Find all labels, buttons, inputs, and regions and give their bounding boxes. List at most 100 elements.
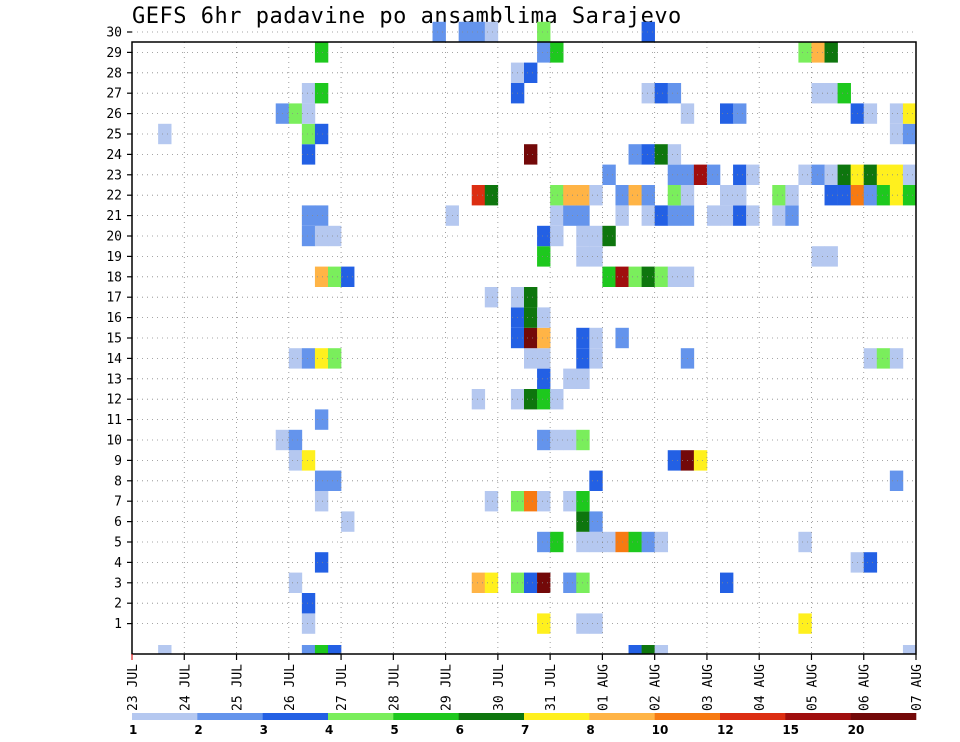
heat-cell [667, 164, 682, 185]
heat-cell [628, 531, 642, 553]
heat-cell [537, 572, 551, 593]
legend-swatch [328, 713, 394, 720]
heat-cell [589, 246, 603, 267]
heat-cell [563, 491, 577, 512]
heat-cell [524, 491, 538, 512]
heat-cell [837, 164, 851, 185]
heat-cell [550, 389, 564, 410]
heat-cell [314, 552, 329, 573]
x-tick-label: 03 AUG [701, 664, 716, 711]
heat-cell [641, 185, 655, 206]
heat-cell [889, 103, 904, 124]
heat-cell [733, 164, 747, 185]
heat-cell [484, 491, 499, 512]
heat-cell [602, 225, 616, 247]
y-tick-label: 24 [106, 148, 122, 163]
heat-cell [158, 123, 172, 145]
heat-cell [328, 645, 342, 654]
x-tick-label: 30 JUL [492, 664, 507, 711]
heat-cell [641, 144, 655, 165]
heat-cell [537, 429, 551, 451]
heat-cell [524, 144, 538, 165]
heat-cell [537, 327, 551, 349]
heat-cell [772, 205, 786, 226]
heat-cell [798, 531, 812, 553]
heat-cell [484, 287, 499, 308]
heat-cell [537, 531, 551, 553]
heat-cell [641, 531, 655, 553]
y-tick-label: 28 [106, 66, 122, 81]
heat-cell [837, 185, 851, 206]
heat-cell [537, 246, 551, 267]
heat-cell [654, 83, 669, 104]
legend-swatch [785, 713, 851, 720]
y-tick-label: 1 [114, 617, 122, 632]
heat-cell [301, 144, 316, 165]
heat-cell [524, 62, 538, 83]
heat-cell [314, 470, 329, 491]
heat-cell [301, 348, 316, 369]
heat-cell [602, 266, 616, 287]
y-tick-label: 20 [106, 230, 122, 245]
y-tick-label: 16 [106, 311, 122, 326]
y-tick-label: 5 [114, 536, 122, 551]
x-tick-label: 23 JUL [126, 664, 141, 711]
heat-cell [628, 185, 642, 206]
legend-label: 12 [717, 723, 734, 737]
heat-cell [693, 164, 708, 185]
heat-cell [824, 164, 838, 185]
legend-label: 6 [456, 723, 464, 737]
heat-cell [563, 429, 577, 451]
heat-cell [824, 185, 838, 206]
heat-cell [654, 205, 669, 226]
heat-cell [301, 123, 316, 145]
x-tick-label: 26 JUL [283, 664, 298, 711]
heat-cell [720, 572, 734, 593]
x-tick-label: 02 AUG [649, 664, 664, 711]
heat-cell [902, 123, 917, 145]
heat-cell [667, 205, 682, 226]
heat-cell [524, 572, 538, 593]
heat-cell [301, 225, 316, 247]
heat-cell [550, 531, 564, 553]
heat-cell [654, 266, 669, 287]
heat-cell [328, 348, 342, 369]
x-tick-label: 29 JUL [440, 664, 455, 711]
y-tick-label: 7 [114, 495, 122, 510]
heat-cell [537, 613, 551, 634]
y-tick-label: 15 [106, 332, 122, 347]
heat-cell [824, 83, 838, 104]
heat-cell [889, 470, 904, 491]
heat-cell [484, 21, 499, 43]
heat-cell [314, 123, 329, 145]
heat-cell [693, 450, 708, 471]
y-tick-label: 29 [106, 46, 122, 61]
heat-cell [563, 368, 577, 389]
heat-cell [798, 42, 812, 63]
heat-cell [432, 21, 446, 43]
heat-cell [328, 266, 342, 287]
y-tick-label: 10 [106, 434, 122, 449]
heat-cell [876, 164, 891, 185]
y-tick-label: 11 [106, 413, 122, 428]
heat-cell [667, 83, 682, 104]
heat-cell [811, 42, 825, 63]
heat-cell [328, 470, 342, 491]
y-tick-label: 3 [114, 576, 122, 591]
heat-cell [824, 42, 838, 63]
heat-cell [524, 307, 538, 328]
heat-cell [667, 185, 682, 206]
heat-cell [158, 645, 172, 654]
heat-cell [902, 645, 917, 654]
heat-cell [628, 144, 642, 165]
heat-cell [772, 185, 786, 206]
heat-cell [589, 348, 603, 369]
grid-layer [132, 31, 916, 654]
heat-cell [288, 103, 303, 124]
heat-cell [563, 572, 577, 593]
heat-cell [563, 205, 577, 226]
heat-cell [602, 531, 616, 553]
y-tick-label: 17 [106, 291, 122, 306]
heat-cell [537, 42, 551, 63]
legend-label: 5 [390, 723, 398, 737]
